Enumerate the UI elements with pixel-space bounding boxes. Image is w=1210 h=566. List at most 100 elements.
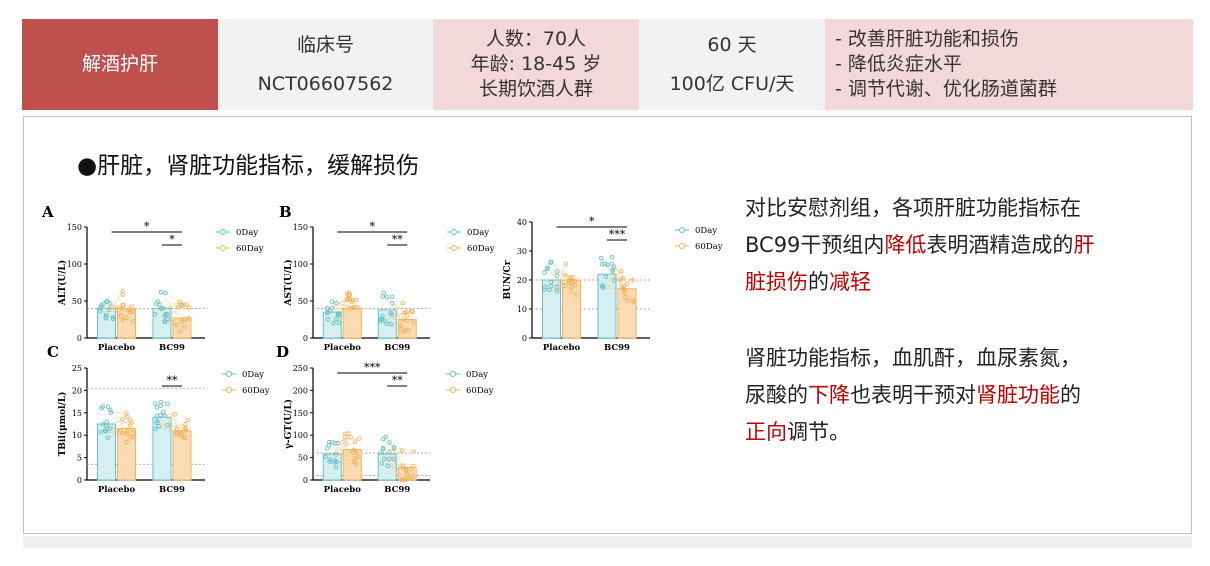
pair-line <box>546 268 572 291</box>
point-day60 <box>563 261 569 267</box>
pair-line <box>391 314 401 327</box>
pair-line <box>167 306 179 319</box>
point-day60 <box>351 447 357 453</box>
point-day60 <box>125 429 130 434</box>
point-day0 <box>326 443 332 448</box>
y-tick-label: 10 <box>517 305 527 314</box>
pair-line <box>383 292 408 316</box>
point-day60 <box>399 448 405 453</box>
point-day60 <box>177 329 183 334</box>
desc-text: BC99干预组内 <box>745 233 885 257</box>
population-desc: 长期饮酒人群 <box>478 78 593 100</box>
point-day60 <box>186 316 192 321</box>
point-day60 <box>404 318 410 323</box>
pair-line <box>613 266 633 280</box>
pair-line <box>381 452 406 480</box>
legend-label: 0Day <box>466 370 488 380</box>
desc-text: 肾脏功能指标，血肌酐，血尿素氮， <box>745 346 1081 370</box>
trial-label: 临床号 <box>296 33 354 56</box>
legend-swatch-marker <box>679 227 685 233</box>
bar-day0 <box>322 453 342 481</box>
point-day60 <box>183 317 188 323</box>
point-day60 <box>568 287 574 293</box>
significance-label: * <box>369 220 375 233</box>
point-day0 <box>161 409 166 415</box>
y-tick-label: 0 <box>77 476 82 485</box>
desc-text: 也表明干预对 <box>850 383 976 407</box>
point-day60 <box>568 275 573 280</box>
point-day60 <box>411 449 416 454</box>
pair-line <box>329 433 346 463</box>
pair-line <box>389 452 404 466</box>
pair-line <box>381 463 414 467</box>
pair-line <box>388 458 414 477</box>
pair-line <box>164 415 178 430</box>
point-day0 <box>379 461 385 466</box>
point-day60 <box>630 277 635 283</box>
point-day0 <box>599 284 605 289</box>
pair-line <box>556 275 571 281</box>
pair-line <box>393 458 412 478</box>
point-day60 <box>117 428 123 433</box>
age-range: 年龄: 18-45 岁 <box>470 53 602 75</box>
pair-line <box>383 438 403 481</box>
legend-swatch-marker <box>220 245 226 251</box>
point-day60 <box>184 302 189 307</box>
panel-letter: C <box>47 343 59 361</box>
y-axis-label: ALT(U/L) <box>57 260 68 306</box>
point-day0 <box>103 423 109 428</box>
point-day0 <box>329 299 335 304</box>
point-day60 <box>349 299 355 305</box>
point-day60 <box>400 300 405 306</box>
point-day60 <box>124 410 129 415</box>
y-tick-label: 100 <box>293 431 308 440</box>
point-day60 <box>404 471 410 477</box>
desc-highlight: 肾脏功能 <box>976 383 1060 407</box>
bar-day60 <box>172 317 192 339</box>
point-day60 <box>352 304 358 309</box>
legend-swatch-marker <box>679 243 685 249</box>
point-day0 <box>329 439 335 445</box>
legend-swatch-marker <box>451 245 457 251</box>
y-tick-label: 150 <box>67 223 82 232</box>
point-day60 <box>619 268 624 274</box>
point-day0 <box>162 313 167 319</box>
point-day60 <box>120 318 125 323</box>
pair-line <box>110 409 128 418</box>
desc-highlight: 正向 <box>745 420 787 444</box>
pair-line <box>556 263 567 288</box>
topic-cell: 解酒护肝 <box>22 19 218 110</box>
point-day0 <box>107 301 113 306</box>
point-day0 <box>155 299 161 304</box>
legend-label: 60Day <box>467 244 495 254</box>
point-day0 <box>379 450 384 455</box>
y-tick-label: 40 <box>517 218 527 227</box>
pair-line <box>384 458 402 481</box>
legend-label: 0Day <box>242 370 264 380</box>
y-tick-label: 200 <box>293 386 308 395</box>
y-tick-label: 250 <box>293 364 308 373</box>
bottom-strip <box>23 536 1192 548</box>
pair-line <box>158 426 185 438</box>
y-tick-label: 25 <box>72 364 82 373</box>
point-day60 <box>131 318 136 324</box>
legend-label: 0Day <box>695 226 717 236</box>
point-day60 <box>130 309 135 314</box>
pair-line <box>154 301 181 315</box>
pair-line <box>331 441 355 463</box>
pair-line <box>329 436 346 460</box>
desc-text: 对比安慰剂组，各项肝脏功能指标在 <box>745 196 1081 220</box>
point-day0 <box>335 312 341 317</box>
desc-highlight: 脏损伤 <box>745 270 808 294</box>
desc-text: 表明酒精造成的 <box>926 233 1074 257</box>
point-day0 <box>332 458 338 463</box>
pair-line <box>107 301 127 318</box>
point-day60 <box>172 412 178 417</box>
point-day0 <box>324 306 330 311</box>
significance-label: * <box>589 215 595 228</box>
point-day0 <box>326 440 332 445</box>
pair-line <box>382 447 408 475</box>
pair-line <box>327 448 354 453</box>
point-day0 <box>98 429 103 435</box>
pair-line <box>105 315 121 319</box>
